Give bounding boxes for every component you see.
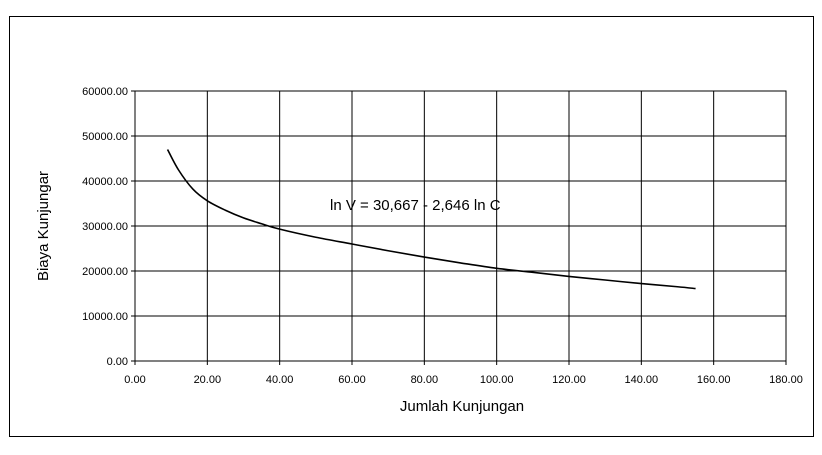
x-tick-label: 0.00 [124, 374, 145, 386]
plot-area-border [134, 90, 787, 362]
x-tick-label: 40.00 [266, 374, 294, 386]
y-axis-title: Biaya Kunjungar [35, 171, 52, 281]
x-tick-label: 60.00 [338, 374, 366, 386]
y-tick-label: 10000.00 [82, 311, 128, 323]
x-tick-label: 120.00 [552, 374, 586, 386]
y-tick-labels: 0.00 10000.00 20000.00 30000.00 40000.00 5000… [82, 86, 128, 368]
series-line [166, 149, 696, 290]
equation-annotation: ln V = 30,667 - 2,646 ln C [330, 197, 501, 214]
y-tick-label: 20000.00 [82, 266, 128, 278]
y-tick-label: 60000.00 [82, 86, 128, 98]
y-tick-label: 0.00 [107, 356, 128, 368]
x-tick-label: 180.00 [769, 374, 803, 386]
y-tick-label: 40000.00 [82, 176, 128, 188]
y-tick-label: 50000.00 [82, 131, 128, 143]
x-tick-label: 160.00 [697, 374, 731, 386]
x-tick-label: 20.00 [194, 374, 222, 386]
y-tick-label: 30000.00 [82, 221, 128, 233]
x-tick-label: 140.00 [625, 374, 659, 386]
x-axis-title: Jumlah Kunjungan [400, 398, 524, 415]
x-tick-label: 100.00 [480, 374, 514, 386]
grid-lines [131, 90, 787, 365]
x-tick-labels: 0.00 20.00 40.00 60.00 80.00 100.00 120.00 140.… [124, 374, 803, 386]
x-tick-label: 80.00 [411, 374, 439, 386]
